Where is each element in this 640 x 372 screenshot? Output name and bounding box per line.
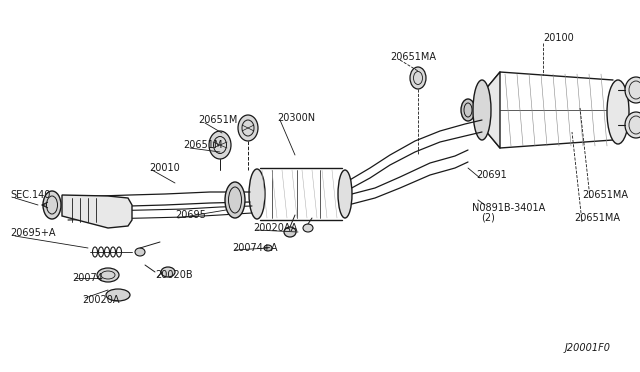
Text: 20074+A: 20074+A — [232, 243, 278, 253]
Text: 20100: 20100 — [543, 33, 573, 43]
Ellipse shape — [284, 227, 296, 237]
Text: 20651MA: 20651MA — [582, 190, 628, 200]
Ellipse shape — [410, 67, 426, 89]
Text: 20020AA: 20020AA — [253, 223, 298, 233]
Text: (2): (2) — [481, 213, 495, 223]
Ellipse shape — [97, 268, 119, 282]
Ellipse shape — [338, 170, 352, 218]
Text: 20695+A: 20695+A — [10, 228, 56, 238]
Ellipse shape — [106, 289, 130, 301]
Ellipse shape — [625, 77, 640, 103]
Text: N0891B-3401A: N0891B-3401A — [472, 203, 545, 213]
Text: 20074: 20074 — [72, 273, 103, 283]
Text: 20651MA: 20651MA — [390, 52, 436, 62]
Ellipse shape — [625, 112, 640, 138]
Polygon shape — [62, 195, 132, 228]
Text: 20010: 20010 — [149, 163, 180, 173]
Ellipse shape — [161, 267, 175, 277]
Text: 20651M: 20651M — [198, 115, 237, 125]
Polygon shape — [485, 72, 500, 148]
Text: 20020B: 20020B — [155, 270, 193, 280]
Text: 20020A: 20020A — [82, 295, 120, 305]
Text: 20651MA: 20651MA — [574, 213, 620, 223]
Text: SEC.140: SEC.140 — [10, 190, 51, 200]
Ellipse shape — [473, 80, 491, 140]
Ellipse shape — [238, 115, 258, 141]
Ellipse shape — [303, 224, 313, 232]
Text: 20300N: 20300N — [277, 113, 315, 123]
Ellipse shape — [225, 182, 245, 218]
Ellipse shape — [607, 80, 629, 144]
Ellipse shape — [461, 99, 475, 121]
Ellipse shape — [135, 248, 145, 256]
Text: 20651M: 20651M — [183, 140, 222, 150]
Ellipse shape — [249, 169, 265, 219]
Ellipse shape — [209, 131, 231, 159]
Text: 20691: 20691 — [476, 170, 507, 180]
Text: 20695: 20695 — [175, 210, 206, 220]
Ellipse shape — [264, 245, 272, 251]
Ellipse shape — [43, 191, 61, 219]
Text: J20001F0: J20001F0 — [565, 343, 611, 353]
